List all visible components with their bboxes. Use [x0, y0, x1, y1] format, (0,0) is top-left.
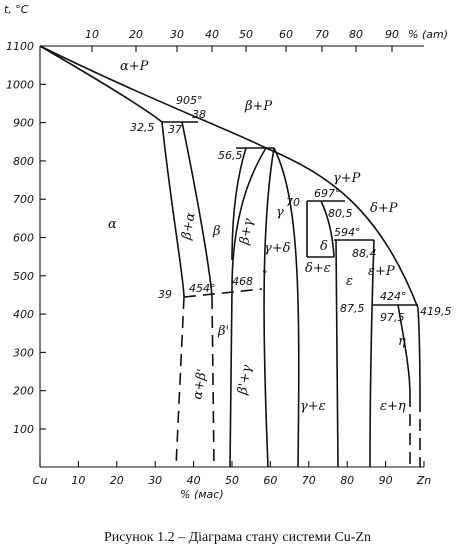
x-top-axis-title: % (am)	[408, 28, 448, 41]
y-tick-label: 400	[13, 308, 34, 321]
y-tick-label: 800	[13, 155, 34, 168]
axes: 1100 1000 900 800 700 600 500 400 300 200 100 Cu 10…	[6, 28, 431, 487]
label-697: 697°	[314, 187, 341, 200]
x-top-tick-label: 20	[129, 28, 143, 41]
y-tick-label: 200	[13, 385, 34, 398]
label-70: 70	[286, 196, 300, 209]
x-tick-label: Cu	[33, 474, 48, 487]
label-32-5: 32,5	[130, 121, 155, 134]
phase-labels: α+P α β+α β β+P β+γ γ γ+P γ+δ δ δ+ε δ+P …	[108, 59, 406, 414]
epsilon-left	[335, 239, 339, 468]
label-delta-eps: δ+ε	[305, 261, 331, 276]
gamma-right-boundary	[273, 147, 300, 468]
label-beta-prime-gamma: β'+γ	[235, 364, 255, 397]
phase-boundaries	[39, 45, 421, 468]
label-454: 454°	[189, 282, 216, 295]
x-tick-label: 10	[71, 474, 85, 487]
x-tick-label: 70	[302, 474, 316, 487]
label-alpha: α	[108, 217, 117, 232]
x-tick-label: 90	[379, 474, 393, 487]
alpha-solvus-low	[175, 296, 185, 468]
x-tick-label: 40	[187, 474, 201, 487]
x-tick-label: 60	[263, 474, 277, 487]
label-37: 37	[168, 123, 182, 136]
label-80-5: 80,5	[328, 207, 353, 220]
alpha-solvus	[161, 121, 185, 298]
y-tick-label: 600	[13, 232, 34, 245]
x-tick-label: 20	[110, 474, 124, 487]
label-beta: β	[212, 224, 221, 239]
point-labels: 905° 32,5 37 38 56,5 697° 70 80,5 594° 8…	[130, 94, 452, 324]
degree-mark: °	[262, 268, 268, 281]
y-axis-title: t, °C	[4, 3, 29, 16]
label-594: 594°	[334, 226, 361, 239]
label-39: 39	[158, 288, 172, 301]
x-top-tick-label: 50	[239, 28, 253, 41]
y-tick-label: 1000	[6, 78, 34, 91]
label-gamma-eps: γ+ε	[300, 399, 326, 414]
epsilon-right	[369, 239, 375, 468]
label-gamma-p: γ+P	[333, 171, 361, 186]
liquidus-curve	[39, 45, 419, 309]
y-tick-label: 700	[13, 193, 34, 206]
label-delta-p: δ+P	[370, 201, 398, 216]
label-eta: η	[398, 334, 406, 349]
label-88-4: 88,4	[352, 247, 377, 260]
label-alpha-beta-prime: α+β'	[190, 368, 210, 401]
x-top-tick-label: 90	[385, 28, 399, 41]
alpha-solidus	[39, 45, 163, 123]
label-gamma-delta: γ+δ	[264, 241, 291, 256]
x-top-tick-label: 30	[170, 28, 184, 41]
beta-left-boundary	[181, 121, 213, 298]
label-beta-gamma: β+γ	[237, 217, 257, 247]
x-tick-label: 50	[225, 474, 239, 487]
x-axis-title: % (мас)	[180, 488, 224, 501]
label-419-5: 419,5	[420, 305, 452, 318]
beta-left-low	[211, 296, 215, 468]
y-tick-label: 300	[13, 346, 34, 359]
delta-right	[320, 200, 335, 258]
x-tick-label: Zn	[416, 474, 432, 487]
label-56-5: 56,5	[218, 149, 243, 162]
label-97-5: 97,5	[380, 311, 405, 324]
y-tick-label: 900	[13, 117, 34, 130]
beta-right-boundary	[231, 147, 267, 290]
label-905: 905°	[176, 94, 203, 107]
label-beta-p: β+P	[244, 99, 272, 114]
eta-right	[417, 307, 421, 401]
y-tick-label: 500	[13, 270, 34, 283]
figure-caption: Рисунок 1.2 – Діаграма стану системи Cu-…	[103, 530, 372, 545]
label-87-5: 87,5	[340, 302, 365, 315]
label-alpha-p: α+P	[120, 59, 149, 74]
gamma-left-boundary	[263, 147, 275, 468]
y-ticks: 1100 1000 900 800 700 600 500 400 300 200 100	[6, 40, 46, 436]
y-tick-label: 100	[13, 423, 34, 436]
label-eps-eta: ε+η	[380, 399, 406, 414]
x-top-ticks: 10 20 30 40 50 60 70 80 90	[85, 28, 399, 52]
label-424: 424°	[380, 290, 407, 303]
ordering-454-line	[183, 288, 263, 298]
label-eps: ε	[346, 274, 353, 289]
eta-left	[397, 304, 411, 396]
x-top-tick-label: 40	[205, 28, 219, 41]
label-delta: δ	[320, 239, 328, 254]
label-beta-prime: β'	[217, 324, 229, 339]
x-top-tick-label: 80	[349, 28, 363, 41]
beta-right-low	[229, 288, 233, 468]
x-top-tick-label: 10	[85, 28, 99, 41]
cu-zn-phase-diagram: 1100 1000 900 800 700 600 500 400 300 200 100 Cu 10…	[4, 3, 452, 501]
beta-gamma-left	[231, 147, 247, 261]
label-38: 38	[192, 108, 206, 121]
label-beta-alpha: β+α	[179, 211, 199, 242]
label-eps-p: ε+P	[368, 264, 395, 279]
x-top-tick-label: 70	[315, 28, 329, 41]
label-gamma: γ	[276, 205, 284, 220]
x-tick-label: 80	[340, 474, 354, 487]
x-tick-label: 30	[148, 474, 162, 487]
label-468: 468	[232, 275, 253, 288]
y-tick-label: 1100	[6, 40, 34, 53]
x-top-tick-label: 60	[279, 28, 293, 41]
x-ticks: Cu 10 20 30 40 50 60 70 80 90 Zn	[33, 461, 432, 487]
